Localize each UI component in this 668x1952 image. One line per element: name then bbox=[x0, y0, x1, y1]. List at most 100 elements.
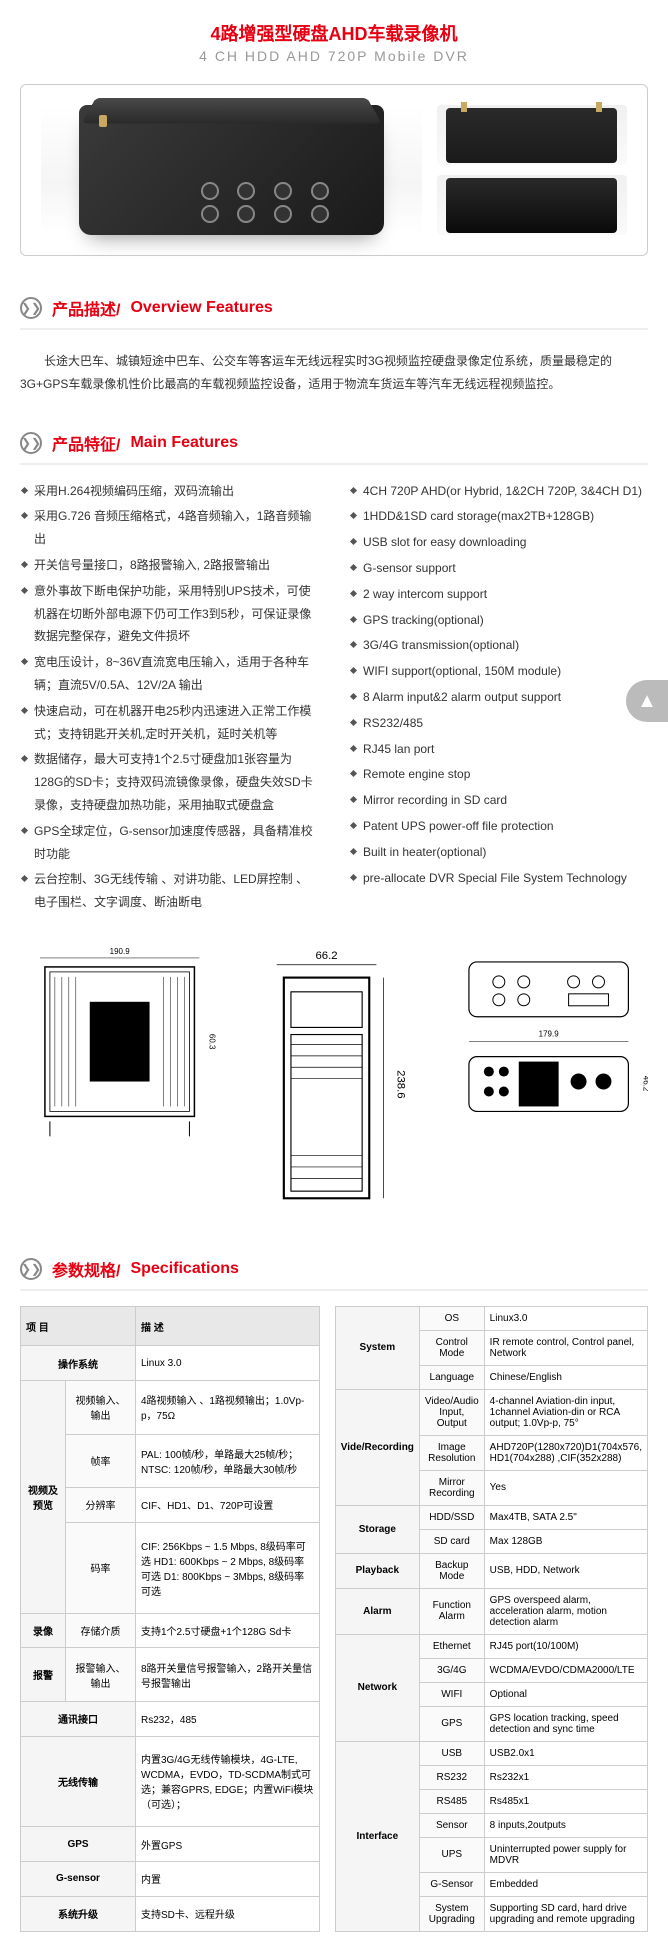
feature-item: 3G/4G transmission(optional) bbox=[349, 634, 648, 657]
spec-tables: 项 目描 述操作系统Linux 3.0视频及预览视频输入、输出4路视频输入 、1… bbox=[20, 1306, 648, 1952]
spec-value: RJ45 port(10/100M) bbox=[484, 1634, 647, 1658]
table-row: 无线传输内置3G/4G无线传输模块，4G-LTE, WCDMA，EVDO，TD-… bbox=[21, 1736, 320, 1827]
spec-value: 外置GPS bbox=[136, 1827, 320, 1862]
feature-item: 1HDD&1SD card storage(max2TB+128GB) bbox=[349, 505, 648, 528]
spec-value: IR remote control, Control panel, Networ… bbox=[484, 1330, 647, 1365]
spec-subcategory: Video/Audio Input, Output bbox=[419, 1389, 484, 1435]
product-image-main bbox=[41, 105, 422, 235]
feature-item: 宽电压设计，8~36V直流宽电压输入，适用于各种车辆；直流5V/0.5A、12V… bbox=[20, 651, 319, 697]
diagram-panels: 179.9 46.2 bbox=[449, 942, 648, 1232]
table-row: GPS外置GPS bbox=[21, 1827, 320, 1862]
chevron-right-icon: ❯❯ bbox=[20, 432, 42, 454]
features-label-en: Main Features bbox=[130, 434, 238, 452]
back-to-top-button[interactable]: ▲ bbox=[626, 680, 668, 722]
table-row: 视频及预览视频输入、输出4路视频输入 、1路视频输出；1.0Vp-p，75Ω bbox=[21, 1381, 320, 1434]
spec-value: Linux3.0 bbox=[484, 1306, 647, 1330]
spec-subcategory: 分辨率 bbox=[66, 1488, 136, 1523]
spec-subcategory: 码率 bbox=[66, 1522, 136, 1613]
overview-label-en: Overview Features bbox=[130, 299, 272, 317]
features-columns: 采用H.264视频编码压缩，双码流输出采用G.726 音频压缩格式，4路音频输入… bbox=[20, 480, 648, 917]
spec-value: Max 128GB bbox=[484, 1529, 647, 1553]
table-row: 帧率PAL: 100帧/秒，单路最大25帧/秒；NTSC: 120帧/秒，单路最… bbox=[21, 1434, 320, 1487]
spec-value: Rs485x1 bbox=[484, 1789, 647, 1813]
spec-value: GPS location tracking, speed detection a… bbox=[484, 1706, 647, 1741]
feature-item: GPS tracking(optional) bbox=[349, 609, 648, 632]
spec-subcategory: Sensor bbox=[419, 1813, 484, 1837]
spec-value: 8 inputs,2outputs bbox=[484, 1813, 647, 1837]
spec-subcategory: SD card bbox=[419, 1529, 484, 1553]
overview-label-cn: 产品描述/ bbox=[52, 296, 120, 320]
table-row: 操作系统Linux 3.0 bbox=[21, 1346, 320, 1381]
spec-table-english: SystemOSLinux3.0Control ModeIR remote co… bbox=[335, 1306, 648, 1932]
spec-value: Optional bbox=[484, 1682, 647, 1706]
specs-label-en: Specifications bbox=[130, 1260, 238, 1278]
spec-subcategory: GPS bbox=[419, 1706, 484, 1741]
feature-item: G-sensor support bbox=[349, 557, 648, 580]
spec-value: 支持1个2.5寸硬盘+1个128G Sd卡 bbox=[136, 1613, 320, 1648]
feature-item: Mirror recording in SD card bbox=[349, 789, 648, 812]
spec-category: 视频及预览 bbox=[21, 1381, 66, 1613]
svg-text:46.2: 46.2 bbox=[641, 1076, 648, 1092]
spec-subcategory: RS485 bbox=[419, 1789, 484, 1813]
feature-item: GPS全球定位，G-sensor加速度传感器，具备精准校时功能 bbox=[20, 820, 319, 866]
spec-subcategory: UPS bbox=[419, 1837, 484, 1872]
svg-text:60.3: 60.3 bbox=[207, 1034, 216, 1050]
spec-value: Yes bbox=[484, 1470, 647, 1505]
spec-value: Uninterrupted power supply for MDVR bbox=[484, 1837, 647, 1872]
title-block: 4路增强型硬盘AHD车载录像机 4 CH HDD AHD 720P Mobile… bbox=[0, 0, 668, 74]
feature-item: 快速启动，可在机器开电25秒内迅速进入正常工作模式；支持钥匙开关机,定时开关机，… bbox=[20, 700, 319, 746]
spec-category: G-sensor bbox=[21, 1862, 136, 1897]
features-right: 4CH 720P AHD(or Hybrid, 1&2CH 720P, 3&4C… bbox=[349, 480, 648, 917]
spec-category: GPS bbox=[21, 1827, 136, 1862]
table-row: G-sensor内置 bbox=[21, 1862, 320, 1897]
feature-item: RJ45 lan port bbox=[349, 738, 648, 761]
spec-category: Interface bbox=[335, 1741, 419, 1931]
feature-item: 4CH 720P AHD(or Hybrid, 1&2CH 720P, 3&4C… bbox=[349, 480, 648, 503]
spec-value: WCDMA/EVDO/CDMA2000/LTE bbox=[484, 1658, 647, 1682]
spec-subcategory: WIFI bbox=[419, 1682, 484, 1706]
spec-value: GPS overspeed alarm, acceleration alarm,… bbox=[484, 1588, 647, 1634]
table-row: 系统升级支持SD卡、远程升级 bbox=[21, 1896, 320, 1931]
spec-value: 4路视频输入 、1路视频输出；1.0Vp-p，75Ω bbox=[136, 1381, 320, 1434]
spec-category: System bbox=[335, 1306, 419, 1389]
table-row: 通讯接口Rs232，485 bbox=[21, 1701, 320, 1736]
feature-item: 采用G.726 音频压缩格式，4路音频输入，1路音频输出 bbox=[20, 505, 319, 551]
section-features-header: ❯❯ 产品特征/ Main Features bbox=[20, 431, 648, 465]
spec-category: 录像 bbox=[21, 1613, 66, 1648]
overview-text: 长途大巴车、城镇短途中巴车、公交车等客运车无线远程实时3G视频监控硬盘录像定位系… bbox=[20, 345, 648, 406]
feature-item: 意外事故下断电保护功能，采用特别UPS技术，可使机器在切断外部电源下仍可工作3到… bbox=[20, 580, 319, 648]
spec-category: 无线传输 bbox=[21, 1736, 136, 1827]
features-label-cn: 产品特征/ bbox=[52, 431, 120, 455]
spec-value: Supporting SD card, hard drive upgrading… bbox=[484, 1896, 647, 1931]
feature-item: Built in heater(optional) bbox=[349, 841, 648, 864]
table-row: NetworkEthernetRJ45 port(10/100M) bbox=[335, 1634, 647, 1658]
feature-item: WIFI support(optional, 150M module) bbox=[349, 660, 648, 683]
spec-subcategory: USB bbox=[419, 1741, 484, 1765]
feature-item: 云台控制、3G无线传输 、对讲功能、LED屏控制 、电子围栏、文字调度、断油断电 bbox=[20, 868, 319, 914]
section-specs-header: ❯❯ 参数规格/ Specifications bbox=[20, 1257, 648, 1291]
table-row: 报警报警输入、输出8路开关量信号报警输入，2路开关量信号报警输出 bbox=[21, 1648, 320, 1701]
spec-value: CIF、HD1、D1、720P可设置 bbox=[136, 1488, 320, 1523]
spec-subcategory: Language bbox=[419, 1365, 484, 1389]
features-left: 采用H.264视频编码压缩，双码流输出采用G.726 音频压缩格式，4路音频输入… bbox=[20, 480, 319, 917]
feature-item: RS232/485 bbox=[349, 712, 648, 735]
spec-value: Embedded bbox=[484, 1872, 647, 1896]
spec-category: Alarm bbox=[335, 1588, 419, 1634]
svg-text:190.9: 190.9 bbox=[110, 947, 131, 956]
table-row: InterfaceUSBUSB2.0x1 bbox=[335, 1741, 647, 1765]
spec-value: USB, HDD, Network bbox=[484, 1553, 647, 1588]
svg-text:66.2: 66.2 bbox=[316, 950, 338, 962]
spec-subcategory: Function Alarm bbox=[419, 1588, 484, 1634]
spec-value: Max4TB, SATA 2.5" bbox=[484, 1505, 647, 1529]
spec-value: USB2.0x1 bbox=[484, 1741, 647, 1765]
spec-subcategory: Mirror Recording bbox=[419, 1470, 484, 1505]
feature-item: 数据储存，最大可支持1个2.5寸硬盘加1张容量为128G的SD卡；支持双码流镜像… bbox=[20, 748, 319, 816]
spec-subcategory: G-Sensor bbox=[419, 1872, 484, 1896]
spec-category: Storage bbox=[335, 1505, 419, 1553]
spec-subcategory: OS bbox=[419, 1306, 484, 1330]
spec-subcategory: HDD/SSD bbox=[419, 1505, 484, 1529]
title-chinese: 4路增强型硬盘AHD车载录像机 bbox=[0, 20, 668, 46]
spec-value: Rs232x1 bbox=[484, 1765, 647, 1789]
spec-value: 8路开关量信号报警输入，2路开关量信号报警输出 bbox=[136, 1648, 320, 1701]
svg-text:238.6: 238.6 bbox=[395, 1070, 407, 1098]
